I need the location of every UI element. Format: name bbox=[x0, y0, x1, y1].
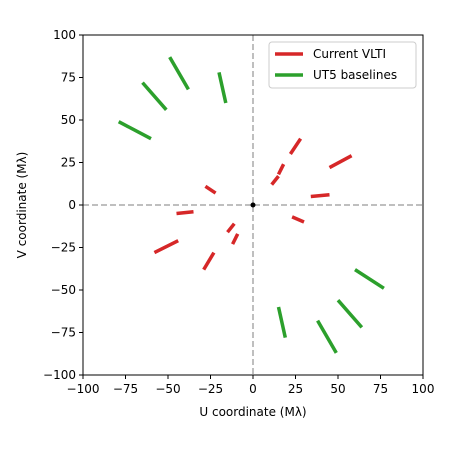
y-tick-label: −25 bbox=[51, 241, 76, 255]
baseline-segment bbox=[141, 81, 168, 111]
series-ut5-baselines bbox=[117, 56, 385, 354]
baseline-segment bbox=[117, 120, 152, 141]
x-tick-label: −100 bbox=[67, 382, 100, 396]
y-tick-label: −100 bbox=[43, 368, 76, 382]
legend: Current VLTI UT5 baselines bbox=[268, 41, 417, 89]
baseline-segment bbox=[291, 215, 305, 224]
y-tick-label: −75 bbox=[51, 326, 76, 340]
baseline-segment bbox=[226, 222, 236, 234]
x-tick-label: −50 bbox=[155, 382, 180, 396]
origin-point bbox=[250, 202, 256, 208]
y-axis-label: V coordinate (Mλ) bbox=[15, 152, 29, 259]
baseline-segment bbox=[176, 210, 194, 216]
y-tick-label: 75 bbox=[61, 71, 76, 85]
baseline-segment bbox=[276, 163, 286, 176]
x-tick-label: 100 bbox=[412, 382, 435, 396]
y-tick-label: 50 bbox=[61, 113, 76, 127]
baseline-segment bbox=[231, 233, 240, 245]
series-current-vlti bbox=[153, 137, 353, 271]
legend-entry-label: Current VLTI bbox=[313, 47, 386, 61]
baseline-segment bbox=[153, 239, 179, 255]
y-tick-label: 0 bbox=[68, 198, 76, 212]
y-tick-label: −50 bbox=[51, 283, 76, 297]
origin-marker bbox=[250, 202, 256, 208]
baseline-segment bbox=[202, 251, 216, 271]
baseline-segment bbox=[354, 268, 385, 290]
baseline-segment bbox=[204, 184, 217, 195]
data-series bbox=[117, 56, 385, 354]
baseline-segment bbox=[168, 56, 190, 91]
x-tick-label: −25 bbox=[198, 382, 223, 396]
baseline-segment bbox=[217, 72, 228, 104]
baseline-segment bbox=[270, 175, 280, 186]
y-tick-label: 25 bbox=[61, 156, 76, 170]
y-tick-label: 100 bbox=[53, 28, 76, 42]
x-tick-label: −75 bbox=[113, 382, 138, 396]
baseline-segment bbox=[316, 319, 338, 354]
legend-box bbox=[268, 41, 417, 89]
x-tick-label: 0 bbox=[249, 382, 257, 396]
baseline-segment bbox=[336, 299, 364, 329]
baseline-segment bbox=[310, 193, 330, 199]
baseline-segment bbox=[276, 306, 288, 338]
reference-lines bbox=[83, 35, 423, 375]
legend-entry-label: UT5 baselines bbox=[313, 68, 397, 82]
x-axis-ticks: −100 −75 −50 −25 0 25 50 75 100 bbox=[67, 375, 435, 396]
x-tick-label: 25 bbox=[288, 382, 303, 396]
baseline-segment bbox=[328, 154, 353, 170]
x-tick-label: 50 bbox=[330, 382, 345, 396]
baseline-segment bbox=[288, 137, 303, 155]
y-axis-ticks: −100 −75 −50 −25 0 25 50 75 100 bbox=[43, 28, 83, 382]
x-tick-label: 75 bbox=[373, 382, 388, 396]
x-axis-label: U coordinate (Mλ) bbox=[199, 405, 306, 419]
